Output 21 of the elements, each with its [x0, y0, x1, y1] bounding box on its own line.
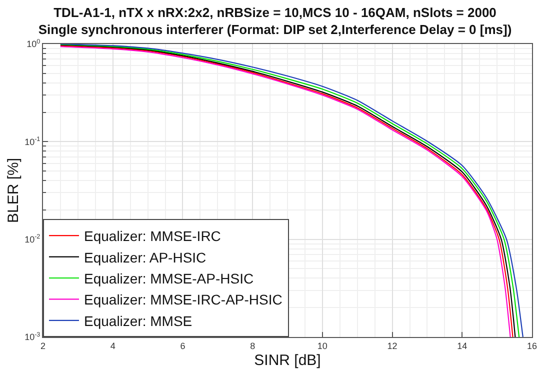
- legend-label: Equalizer: MMSE-AP-HSIC: [84, 270, 254, 286]
- y-tick-label: 10$^{-3}$: [24, 331, 41, 342]
- y-tick-label: 10$^{-1}$: [24, 136, 41, 147]
- legend-label: Equalizer: MMSE-IRC-AP-HSIC: [84, 292, 282, 308]
- y-tick-label: 10$^{0}$: [26, 38, 41, 50]
- x-tick-label: 2: [40, 340, 46, 351]
- chart-subtitle: Single synchronous interferer (Format: DIP set 2,Interference Delay = 0 [ms]): [38, 22, 512, 37]
- x-tick-label: 10: [317, 340, 328, 351]
- x-tick-label: 6: [180, 340, 186, 351]
- x-axis-title: SINR [dB]: [254, 352, 321, 369]
- legend-label: Equalizer: MMSE-IRC: [84, 228, 221, 244]
- x-tick-label: 14: [457, 340, 468, 351]
- y-tick-label: 10$^{-2}$: [24, 234, 41, 244]
- chart-title: TDL-A1-1, nTX x nRX:2x2, nRBSize = 10,MCS 10 - 16QAM, nSlots = 2000: [54, 4, 496, 20]
- legend-label: Equalizer: MMSE: [84, 312, 192, 329]
- x-tick-label: 12: [387, 340, 398, 351]
- y-axis-title: BLER [%]: [4, 158, 22, 224]
- x-tick-label: 8: [250, 340, 256, 351]
- x-tick-label: 16: [526, 340, 538, 351]
- x-tick-label: 4: [110, 340, 116, 351]
- legend-label: Equalizer: AP-HSIC: [84, 249, 206, 266]
